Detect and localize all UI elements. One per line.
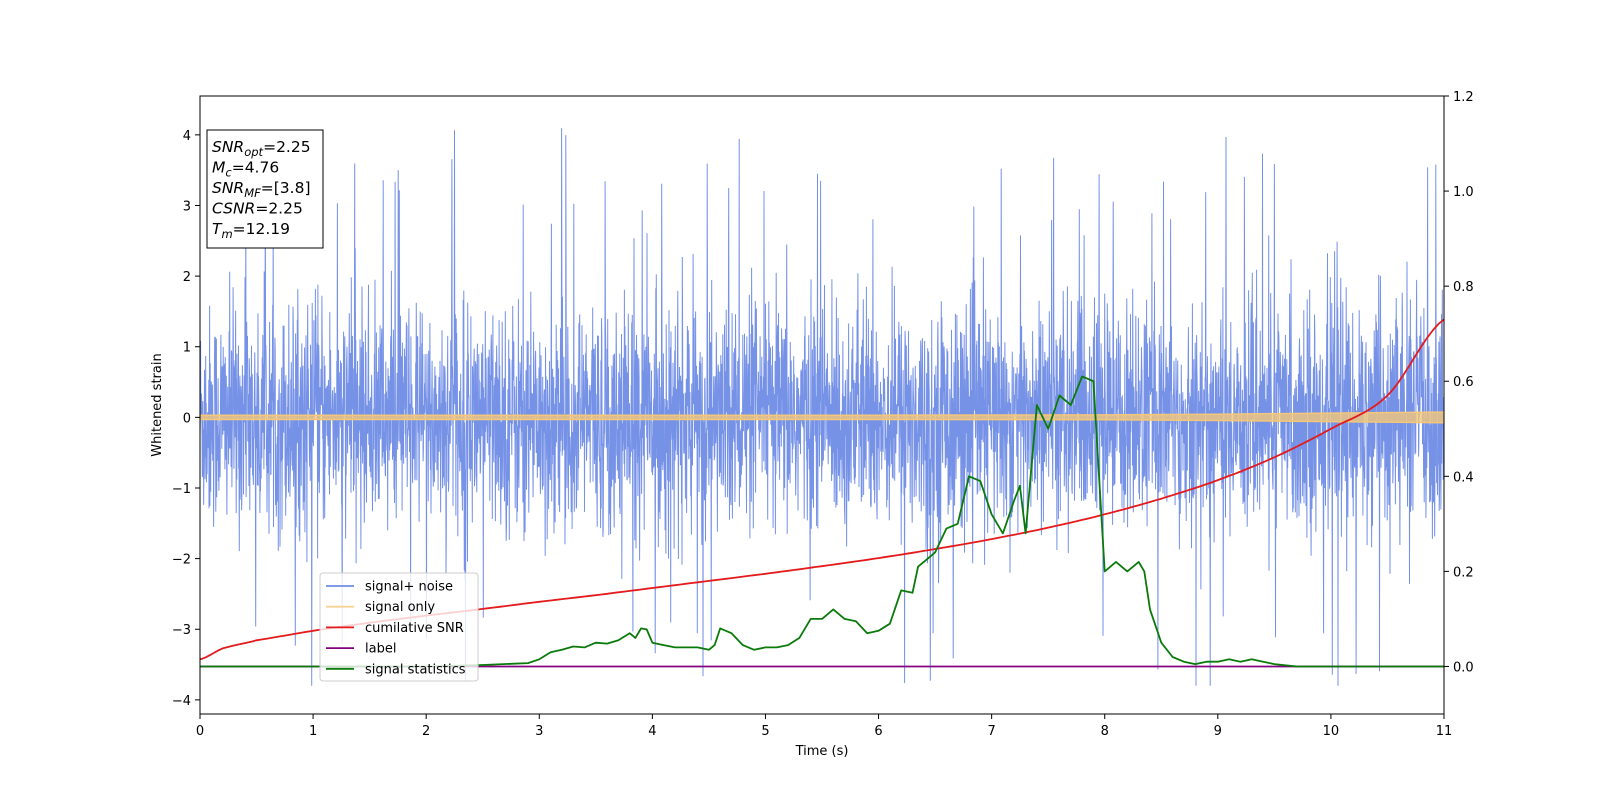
- annotation-line: Tm=12.19: [212, 220, 290, 241]
- y-tick-label: −1: [172, 482, 191, 497]
- y-tick-label: −3: [172, 623, 191, 638]
- x-tick-label: 11: [1436, 724, 1453, 739]
- y2-tick-label: 0.2: [1453, 565, 1474, 580]
- x-axis-label: Time (s): [795, 744, 849, 759]
- y2-tick-label: 0.0: [1453, 660, 1474, 675]
- plot-frame: [199, 95, 1445, 715]
- y-tick-label: 2: [183, 270, 191, 285]
- x-tick-label: 0: [196, 724, 204, 739]
- y2-tick-label: 0.6: [1453, 375, 1474, 390]
- y2-tick-label: 0.8: [1453, 280, 1474, 295]
- y2-tick-label: 1.2: [1453, 90, 1474, 105]
- x-tick-label: 6: [874, 724, 882, 739]
- annotation-line: CSNR=2.25: [212, 200, 303, 218]
- signal-only-band: [200, 411, 1444, 424]
- y-tick-label: 3: [183, 199, 191, 214]
- x-tick-label: 3: [535, 724, 543, 739]
- x-tick-label: 10: [1323, 724, 1340, 739]
- y-axis-left: −4 −3 −2 −1 0 1 2 3 4: [172, 129, 200, 709]
- y-axis-label: Whitened strain: [150, 353, 165, 456]
- x-tick-label: 1: [309, 724, 317, 739]
- legend-entry: label: [365, 642, 396, 657]
- y2-tick-label: 1.0: [1453, 185, 1474, 200]
- annotation-line: SNRopt=2.25: [212, 138, 311, 159]
- y2-tick-label: 0.4: [1453, 470, 1474, 485]
- signal-statistics-series: [200, 375, 1444, 668]
- legend-entry: signal only: [365, 600, 435, 615]
- noise-series: [200, 128, 1444, 686]
- signal-only-series: [200, 411, 1444, 424]
- x-tick-label: 2: [422, 724, 430, 739]
- legend-entry: signal+ noise: [365, 580, 453, 595]
- noise-line: [200, 128, 1444, 686]
- x-axis: 0 1 2 3 4 5 6 7 8 9 10 11: [196, 714, 1452, 739]
- x-tick-label: 7: [987, 724, 995, 739]
- annotation-line: Mc=4.76: [212, 159, 279, 180]
- y-tick-label: −2: [172, 553, 191, 568]
- x-tick-label: 9: [1214, 724, 1222, 739]
- x-tick-label: 8: [1101, 724, 1109, 739]
- y-tick-label: 1: [183, 341, 191, 356]
- y-tick-label: 0: [183, 411, 191, 426]
- annotation-line: SNRMF=[3.8]: [212, 179, 311, 200]
- y-axis-right: 0.0 0.2 0.4 0.6 0.8 1.0 1.2: [1444, 90, 1474, 675]
- y-tick-label: 4: [183, 129, 191, 144]
- legend-entry: cumilative SNR: [365, 621, 464, 636]
- legend-entry: signal statistics: [365, 662, 466, 677]
- signal-statistics-line: [200, 375, 1444, 668]
- legend: signal+ noise signal only cumilative SNR la…: [319, 572, 479, 682]
- x-tick-label: 4: [648, 724, 656, 739]
- x-tick-label: 5: [761, 724, 769, 739]
- y-tick-label: −4: [172, 694, 191, 709]
